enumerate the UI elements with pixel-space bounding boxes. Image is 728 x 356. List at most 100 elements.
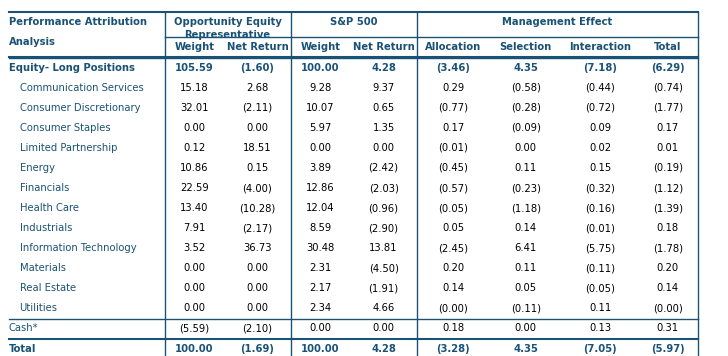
Text: 0.00: 0.00: [183, 283, 205, 293]
Text: 18.51: 18.51: [243, 143, 272, 153]
Text: 0.00: 0.00: [183, 303, 205, 313]
Text: Management Effect: Management Effect: [502, 17, 612, 27]
Text: 2.17: 2.17: [309, 283, 332, 293]
Text: 0.05: 0.05: [442, 223, 464, 233]
Text: 0.65: 0.65: [373, 103, 395, 113]
Text: (2.03): (2.03): [368, 183, 398, 193]
Text: 10.07: 10.07: [306, 103, 335, 113]
Text: Interaction: Interaction: [569, 42, 631, 52]
Text: Consumer Staples: Consumer Staples: [20, 123, 110, 133]
Text: S&P 500: S&P 500: [330, 17, 378, 27]
Text: 3.52: 3.52: [183, 243, 205, 253]
Text: 4.35: 4.35: [513, 63, 538, 73]
Text: (2.11): (2.11): [242, 103, 272, 113]
Text: (2.42): (2.42): [368, 163, 399, 173]
Text: (0.11): (0.11): [511, 303, 541, 313]
Text: (1.39): (1.39): [653, 203, 683, 213]
Text: 13.40: 13.40: [180, 203, 208, 213]
Text: 2.34: 2.34: [309, 303, 331, 313]
Text: (4.00): (4.00): [242, 183, 272, 193]
Text: 0.15: 0.15: [246, 163, 269, 173]
Text: (0.05): (0.05): [438, 203, 468, 213]
Text: 5.97: 5.97: [309, 123, 332, 133]
Text: 0.05: 0.05: [515, 283, 537, 293]
Text: Allocation: Allocation: [425, 42, 481, 52]
Text: 0.17: 0.17: [442, 123, 464, 133]
Text: 12.04: 12.04: [306, 203, 335, 213]
Text: 0.02: 0.02: [589, 143, 611, 153]
Text: 4.35: 4.35: [513, 344, 538, 354]
Text: 0.15: 0.15: [589, 163, 612, 173]
Text: 7.91: 7.91: [183, 223, 205, 233]
Text: Real Estate: Real Estate: [20, 283, 76, 293]
Text: 100.00: 100.00: [301, 344, 340, 354]
Text: (7.05): (7.05): [583, 344, 617, 354]
Text: (5.97): (5.97): [651, 344, 684, 354]
Text: (0.28): (0.28): [511, 103, 541, 113]
Text: (10.28): (10.28): [240, 203, 275, 213]
Text: 13.81: 13.81: [369, 243, 397, 253]
Text: 15.18: 15.18: [180, 83, 209, 93]
Text: 0.00: 0.00: [515, 143, 537, 153]
Text: 0.00: 0.00: [183, 123, 205, 133]
Text: Communication Services: Communication Services: [20, 83, 143, 93]
Text: (0.01): (0.01): [438, 143, 468, 153]
Text: (2.45): (2.45): [438, 243, 468, 253]
Text: 0.17: 0.17: [657, 123, 679, 133]
Text: Net Return: Net Return: [226, 42, 288, 52]
Text: Total: Total: [654, 42, 681, 52]
Text: Total: Total: [9, 344, 36, 354]
Text: 0.11: 0.11: [589, 303, 612, 313]
Text: (1.12): (1.12): [653, 183, 683, 193]
Text: (1.18): (1.18): [511, 203, 541, 213]
Text: 0.20: 0.20: [442, 263, 464, 273]
Text: 0.18: 0.18: [442, 324, 464, 334]
Text: Analysis: Analysis: [9, 37, 55, 47]
Text: 0.13: 0.13: [589, 324, 611, 334]
Text: (7.18): (7.18): [583, 63, 617, 73]
Text: Energy: Energy: [20, 163, 55, 173]
Text: 2.31: 2.31: [309, 263, 332, 273]
Text: 0.11: 0.11: [515, 163, 537, 173]
Text: Utilities: Utilities: [20, 303, 58, 313]
Text: 0.31: 0.31: [657, 324, 679, 334]
Text: Consumer Discretionary: Consumer Discretionary: [20, 103, 140, 113]
Text: (0.11): (0.11): [585, 263, 615, 273]
Text: (5.59): (5.59): [179, 324, 210, 334]
Text: (3.28): (3.28): [436, 344, 470, 354]
Text: 0.00: 0.00: [246, 283, 269, 293]
Text: (5.75): (5.75): [585, 243, 615, 253]
Text: (0.19): (0.19): [653, 163, 683, 173]
Text: (1.77): (1.77): [653, 103, 683, 113]
Text: 0.18: 0.18: [657, 223, 679, 233]
Text: Weight: Weight: [301, 42, 341, 52]
Text: Limited Partnership: Limited Partnership: [20, 143, 117, 153]
Text: 100.00: 100.00: [301, 63, 340, 73]
Text: (1.78): (1.78): [653, 243, 683, 253]
Text: 0.00: 0.00: [246, 263, 269, 273]
Text: (2.90): (2.90): [368, 223, 399, 233]
Text: Equity- Long Positions: Equity- Long Positions: [9, 63, 135, 73]
Text: Cash*: Cash*: [9, 324, 39, 334]
Text: 0.11: 0.11: [515, 263, 537, 273]
Text: 0.20: 0.20: [657, 263, 679, 273]
Text: (0.45): (0.45): [438, 163, 468, 173]
Text: (0.74): (0.74): [653, 83, 683, 93]
Text: 0.09: 0.09: [589, 123, 611, 133]
Text: Weight: Weight: [174, 42, 214, 52]
Text: 4.28: 4.28: [371, 63, 396, 73]
Text: (1.69): (1.69): [240, 344, 274, 354]
Text: (4.50): (4.50): [368, 263, 398, 273]
Text: (0.72): (0.72): [585, 103, 615, 113]
Text: 100.00: 100.00: [175, 344, 213, 354]
Text: 6.41: 6.41: [515, 243, 537, 253]
Text: 105.59: 105.59: [175, 63, 214, 73]
Text: 0.00: 0.00: [515, 324, 537, 334]
Text: 12.86: 12.86: [306, 183, 335, 193]
Text: (0.44): (0.44): [585, 83, 615, 93]
Text: (0.00): (0.00): [653, 303, 683, 313]
Text: Performance Attribution: Performance Attribution: [9, 17, 146, 27]
Text: 30.48: 30.48: [306, 243, 335, 253]
Text: (0.77): (0.77): [438, 103, 468, 113]
Text: 1.35: 1.35: [373, 123, 395, 133]
